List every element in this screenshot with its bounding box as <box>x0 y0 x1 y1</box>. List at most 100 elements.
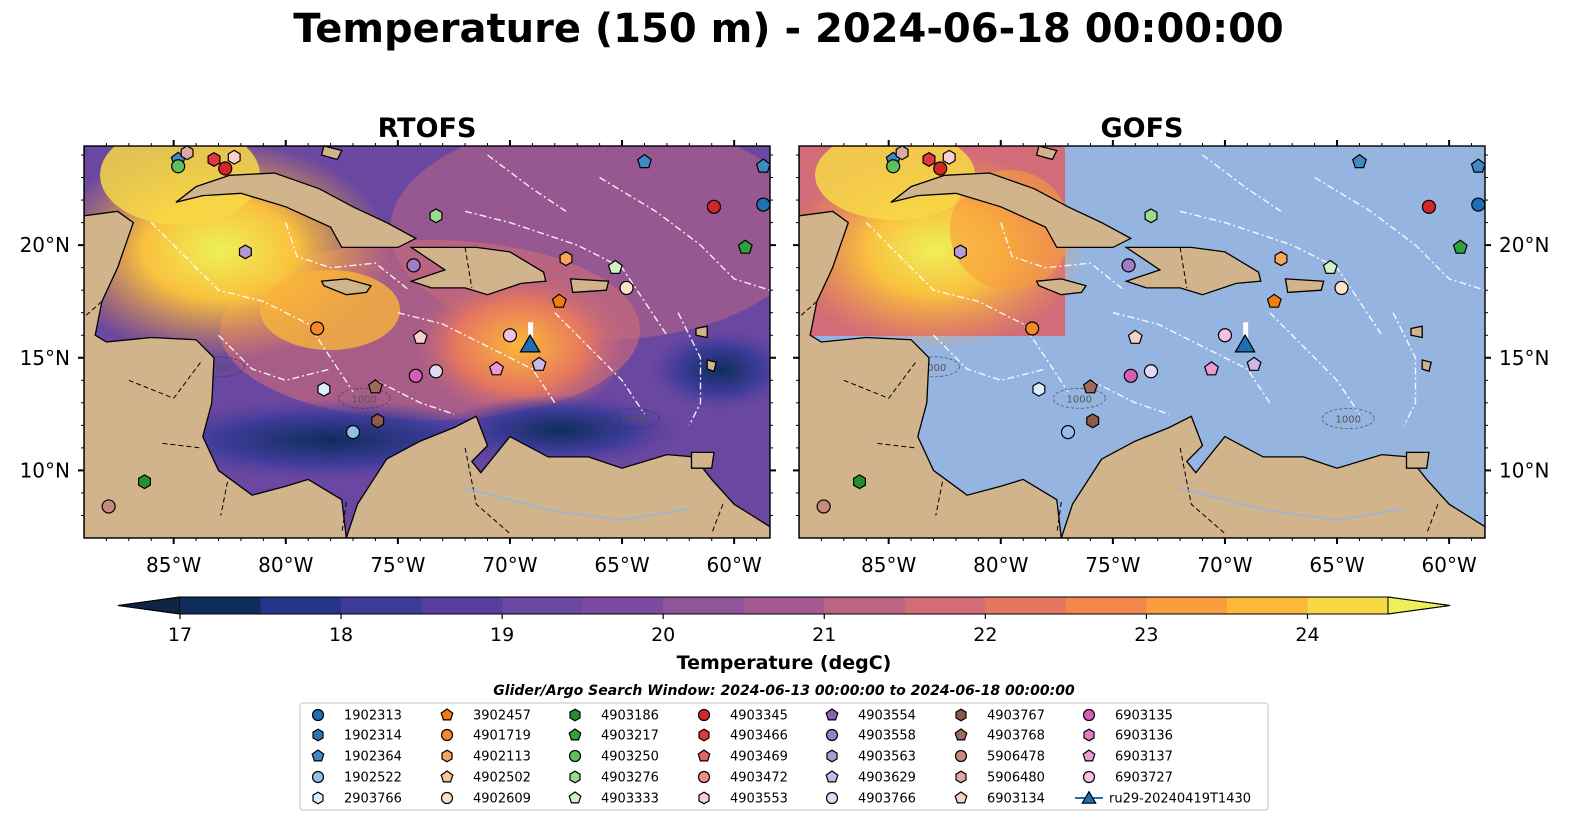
legend-marker <box>1082 749 1096 762</box>
float-marker-1902522 <box>345 425 361 440</box>
contour-label: 1000 <box>621 415 646 426</box>
legend-marker <box>1083 728 1095 742</box>
legend-label: 4903466 <box>730 729 788 744</box>
legend-label: ru29-20240419T1430 <box>1109 792 1251 807</box>
colorbar-tick-label: 18 <box>329 624 353 646</box>
legend-marker <box>697 770 711 784</box>
float-marker-4902609 <box>1334 280 1349 296</box>
float-marker-6903137 <box>1203 361 1220 376</box>
colorbar-extend-high <box>1387 596 1451 615</box>
colorbar-tick-label: 19 <box>490 624 514 646</box>
legend-marker <box>825 770 839 783</box>
legend-label: 4903767 <box>987 709 1045 724</box>
legend-label: 4903250 <box>601 750 659 765</box>
float-marker-4903345 <box>218 161 233 176</box>
gofs-panel-title: GOFS <box>1100 113 1183 144</box>
float-marker-1902364 <box>755 158 771 173</box>
colorbar-tick-label: 22 <box>973 624 997 646</box>
float-marker-4903250 <box>171 159 186 174</box>
glider-marker <box>1234 333 1256 353</box>
float-marker-4903563 <box>953 244 967 260</box>
colorbar-segment <box>985 597 1067 614</box>
float-marker-1902364 <box>1351 153 1368 169</box>
legend-label: 4903472 <box>730 771 788 786</box>
legend-label: 4903554 <box>858 709 916 724</box>
legend-label: 4903768 <box>987 729 1045 744</box>
float-marker-4903767 <box>371 413 385 429</box>
legend-label: 4903345 <box>730 709 788 724</box>
float-marker-3902457 <box>1266 293 1282 308</box>
lat-tick-label: 10°N <box>20 458 70 482</box>
legend-label: 4903469 <box>730 750 788 765</box>
legend-label: 6903727 <box>1115 771 1173 786</box>
lon-tick-label: 65°W <box>594 553 649 577</box>
legend-label: 2903766 <box>344 792 402 807</box>
glider-marker <box>519 333 541 353</box>
legend-label: 4902609 <box>473 792 531 807</box>
colorbar-segment <box>502 597 584 614</box>
legend-label: 3902457 <box>473 709 531 724</box>
lat-tick-label: 20°N <box>1499 233 1549 257</box>
colorbar-segment <box>421 597 503 614</box>
legend-label: 4902113 <box>473 750 531 765</box>
colorbar-tick-label: 23 <box>1134 624 1158 646</box>
float-marker-4903558 <box>1121 258 1136 273</box>
float-marker-4902113 <box>1274 251 1288 267</box>
float-marker-1902364 <box>1470 158 1486 173</box>
float-marker-6903137 <box>488 361 505 376</box>
legend-marker <box>954 728 968 741</box>
colorbar-segment <box>743 597 825 614</box>
rtofs-panel: RTOFS 1000 1000 1000 <box>83 113 771 539</box>
float-marker-4903217 <box>737 239 753 254</box>
legend-label: 6903137 <box>1115 750 1173 765</box>
lat-tick-label: 10°N <box>1499 458 1549 482</box>
legend-label: 6903134 <box>987 792 1045 807</box>
legend-marker <box>568 728 582 741</box>
colorbar-tick-label: 20 <box>651 624 675 646</box>
legend-marker <box>311 749 325 762</box>
legend-marker <box>1082 770 1096 784</box>
legend-label: 6903135 <box>1115 709 1173 724</box>
float-marker-4901719 <box>1025 321 1040 336</box>
legend-label: 4903558 <box>858 729 916 744</box>
legend-marker <box>569 708 581 722</box>
float-marker-2903766 <box>1032 381 1046 397</box>
float-marker-4903186 <box>852 474 867 490</box>
float-marker-5906478 <box>101 499 116 514</box>
colorbar-segment <box>1065 597 1147 614</box>
legend-marker <box>311 770 325 784</box>
lon-tick-label: 85°W <box>861 553 916 577</box>
legend-label: 4903563 <box>858 750 916 765</box>
legend-label: 4903629 <box>858 771 916 786</box>
float-marker-4903186 <box>138 474 151 490</box>
contour-label: 1000 <box>921 363 946 374</box>
legend-marker <box>698 728 710 742</box>
float-marker-4903766 <box>1143 364 1159 379</box>
float-marker-1902313 <box>756 197 771 212</box>
colorbar-segment <box>1307 597 1389 614</box>
float-marker-4902609 <box>619 280 634 296</box>
rtofs-panel-title: RTOFS <box>378 113 477 144</box>
legend-label: 1902364 <box>344 750 402 765</box>
float-marker-4903466 <box>922 152 936 167</box>
float-marker-4903250 <box>886 159 901 174</box>
legend-marker <box>697 708 711 722</box>
lon-tick-label: 85°W <box>146 553 201 577</box>
figure-title: Temperature (150 m) - 2024-06-18 00:00:0… <box>293 6 1284 52</box>
legend-marker <box>312 791 324 805</box>
colorbar-segment <box>180 597 262 614</box>
legend-marker <box>441 749 453 763</box>
colorbar-segment <box>582 597 664 614</box>
float-marker-4903558 <box>406 258 421 273</box>
legend-marker <box>955 708 967 722</box>
legend-marker <box>825 728 839 742</box>
legend-label: 4903553 <box>730 792 788 807</box>
legend-label: 5906478 <box>987 750 1045 765</box>
float-marker-6903135 <box>408 368 423 383</box>
contour-label: 1000 <box>1336 415 1361 426</box>
legend-marker <box>311 708 325 722</box>
legend-marker <box>698 791 710 805</box>
float-marker-4903217 <box>1452 239 1468 254</box>
lon-tick-label: 65°W <box>1309 553 1364 577</box>
